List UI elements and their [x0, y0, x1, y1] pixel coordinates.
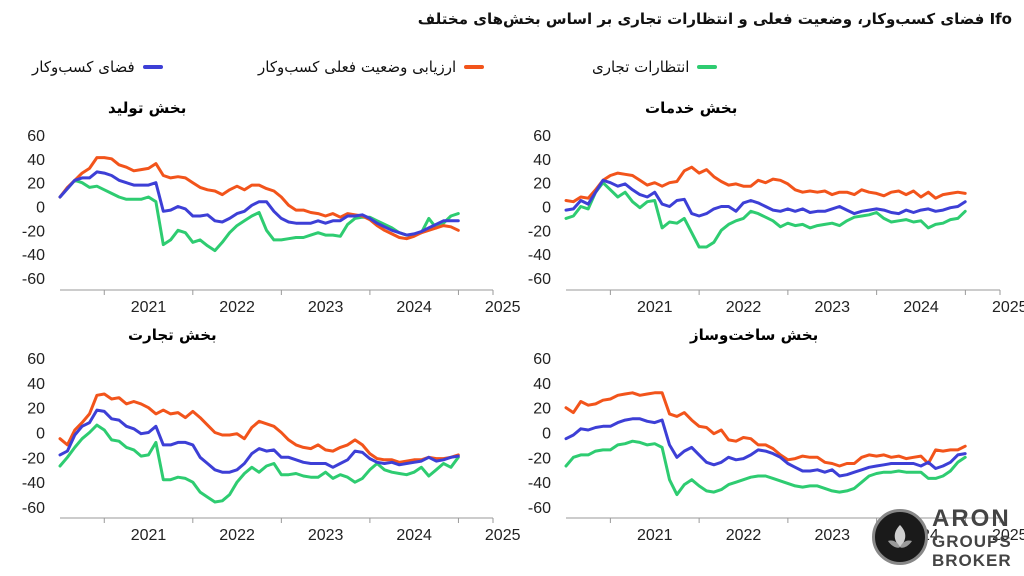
series-line-current: [58, 392, 460, 464]
series-line-expectations: [564, 181, 967, 249]
legend-label-current: ارزیابی وضعیت فعلی کسب‌وکار: [258, 58, 457, 76]
x-tick-label: 2024: [396, 299, 432, 316]
y-tick-label: -40: [22, 247, 45, 264]
y-tick-label: 40: [27, 376, 45, 393]
x-tick-label: 2021: [637, 299, 673, 316]
x-tick-label: 2021: [131, 527, 167, 544]
x-tick-label: 2021: [637, 527, 673, 544]
x-tick-label: 2022: [726, 527, 762, 544]
x-tick-label: 2025: [992, 527, 1024, 544]
series-line-business: [58, 408, 460, 474]
chart-panel-2: بخش تجارت 60 40 20 0 -20 -40 -60 2021 2022 2023 202…: [22, 326, 521, 544]
y-tick-label: 20: [27, 176, 45, 193]
x-tick-label: 2024: [396, 527, 432, 544]
page-title: Ifo فضای کسب‌وکار، وضعیت فعلی و انتظارات…: [417, 10, 1012, 28]
y-tick-label: 60: [533, 351, 551, 368]
y-tick-label: 0: [36, 200, 45, 217]
legend-swatch-expectations: [697, 65, 718, 69]
legend-swatch-business: [142, 65, 163, 69]
y-tick-label: -60: [22, 500, 45, 517]
series-line-expectations: [58, 178, 460, 253]
legend-swatch-current: [464, 65, 485, 69]
y-tick-label: -40: [22, 475, 45, 492]
chart-panel-1: بخش خدمات 60 40 20 0 -20 -40 -60 2021 2022 2023 202…: [528, 99, 1024, 316]
y-tick-label: 20: [533, 176, 551, 193]
y-tick-label: 0: [36, 426, 45, 443]
x-tick-label: 2022: [219, 527, 255, 544]
y-tick-label: -60: [528, 271, 551, 288]
legend-item-expectations: انتظارات تجاری: [592, 58, 718, 76]
x-tick-label: 2023: [814, 527, 850, 544]
chart-title: بخش تولید: [108, 99, 186, 117]
x-tick-label: 2025: [485, 527, 521, 544]
chart-legend: فضای کسب‌وکار ارزیابی وضعیت فعلی کسب‌وکا…: [0, 58, 1024, 82]
legend-label-expectations: انتظارات تجاری: [592, 58, 690, 76]
x-tick-label: 2021: [131, 299, 167, 316]
x-tick-label: 2024: [903, 299, 939, 316]
chart-title: بخش ساخت‌وساز: [689, 326, 818, 344]
y-tick-label: 40: [533, 376, 551, 393]
y-tick-label: -40: [528, 247, 551, 264]
y-tick-label: 60: [27, 351, 45, 368]
chart-panel-3: بخش ساخت‌وساز 60 40 20 0 -20 -40 -60 2021 2022 202…: [528, 326, 1024, 544]
series-line-current: [564, 165, 967, 204]
x-tick-label: 2023: [308, 527, 344, 544]
x-tick-label: 2025: [485, 299, 521, 316]
logo-emblem-icon: [872, 509, 928, 565]
chart-title: بخش خدمات: [645, 99, 737, 117]
legend-item-current: ارزیابی وضعیت فعلی کسب‌وکار: [258, 58, 485, 76]
y-tick-label: 20: [533, 401, 551, 418]
legend-label-business: فضای کسب‌وکار: [32, 58, 135, 76]
y-tick-label: -20: [528, 223, 551, 240]
y-tick-label: 60: [533, 128, 551, 145]
series-line-business: [58, 170, 460, 237]
y-tick-label: -20: [22, 450, 45, 467]
y-tick-label: -40: [528, 475, 551, 492]
series-line-expectations: [564, 439, 967, 497]
y-tick-label: 60: [27, 128, 45, 145]
y-tick-label: 40: [27, 152, 45, 169]
x-tick-label: 2022: [219, 299, 255, 316]
logo-wordmark: ARON GROUPS BROKER: [932, 505, 1012, 570]
x-tick-label: 2025: [992, 299, 1024, 316]
x-tick-label: 2023: [308, 299, 344, 316]
y-tick-label: 20: [27, 401, 45, 418]
y-tick-label: -20: [528, 450, 551, 467]
y-tick-label: 0: [542, 426, 551, 443]
y-tick-label: -60: [22, 271, 45, 288]
y-tick-label: -60: [528, 500, 551, 517]
logo-line-1: ARON: [932, 505, 1011, 532]
x-tick-label: 2023: [814, 299, 850, 316]
aron-groups-logo: ARON GROUPS BROKER: [872, 505, 1018, 571]
y-tick-label: 40: [533, 152, 551, 169]
series-line-expectations: [58, 423, 460, 504]
chart-panel-0: بخش تولید 60 40 20 0 -20 -40 -60 2021 2022 2023 202…: [22, 99, 521, 316]
legend-item-business: فضای کسب‌وکار: [32, 58, 163, 76]
logo-line-2: GROUPS: [932, 532, 1012, 551]
series-line-business: [564, 417, 967, 478]
x-tick-label: 2022: [726, 299, 762, 316]
logo-line-3: BROKER: [932, 551, 1012, 570]
y-tick-label: -20: [22, 223, 45, 240]
y-tick-label: 0: [542, 200, 551, 217]
series-line-business: [564, 178, 967, 218]
series-line-current: [58, 156, 460, 241]
series-line-current: [564, 391, 967, 468]
chart-title: بخش تجارت: [128, 326, 217, 344]
